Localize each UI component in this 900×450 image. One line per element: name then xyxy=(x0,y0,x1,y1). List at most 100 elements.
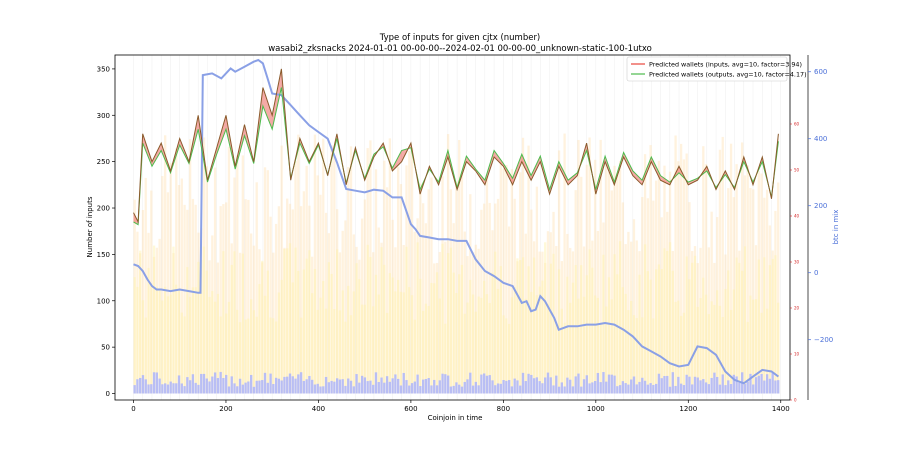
bar-blue xyxy=(768,378,772,394)
bar-orange xyxy=(169,162,172,394)
bar-yellow xyxy=(727,270,730,394)
bar-blue xyxy=(283,376,286,394)
bar-orange xyxy=(488,202,491,394)
bar-orange xyxy=(394,247,397,394)
bar-blue xyxy=(494,385,497,394)
bar-yellow xyxy=(186,267,189,394)
bar-orange xyxy=(693,246,697,394)
bar-yellow xyxy=(413,319,416,394)
bar-yellow xyxy=(505,318,508,394)
bar-yellow xyxy=(424,303,428,394)
bar-yellow xyxy=(649,279,652,394)
bar-yellow xyxy=(696,306,699,394)
bar-blue xyxy=(277,378,281,394)
bar-blue xyxy=(743,384,747,394)
bar-yellow xyxy=(177,290,181,394)
bar-blue xyxy=(258,380,261,394)
bar-yellow xyxy=(322,281,325,394)
bar-yellow xyxy=(688,279,691,394)
bar-yellow xyxy=(139,250,142,394)
bar-orange xyxy=(718,149,722,394)
bar-blue xyxy=(358,382,361,394)
bar-yellow xyxy=(347,285,350,394)
bar-orange xyxy=(602,222,605,394)
bar-blue xyxy=(607,374,611,394)
bar-orange xyxy=(632,219,636,394)
bar-yellow xyxy=(585,275,588,394)
y3-tick-label: 50 xyxy=(794,168,800,173)
bar-orange xyxy=(624,244,627,394)
bar-orange xyxy=(621,202,625,394)
bar-yellow xyxy=(671,270,674,394)
bar-orange xyxy=(685,153,688,394)
bar-blue xyxy=(261,380,264,394)
bar-orange xyxy=(252,245,256,394)
bar-blue xyxy=(718,384,722,394)
bar-orange xyxy=(322,138,325,394)
bar-blue xyxy=(241,384,244,394)
bar-orange xyxy=(663,165,666,394)
bar-orange xyxy=(141,210,145,394)
bar-orange xyxy=(574,190,577,394)
bar-yellow xyxy=(754,299,758,394)
bar-yellow xyxy=(641,317,644,394)
series-lines xyxy=(133,58,779,385)
bar-blue xyxy=(446,375,450,394)
bar-blue xyxy=(660,378,663,394)
y3-tick-label: 60 xyxy=(794,122,800,127)
y3-tick-label: 30 xyxy=(794,260,800,265)
bar-blue xyxy=(166,384,170,394)
bar-blue xyxy=(574,376,577,394)
bar-yellow xyxy=(188,296,192,394)
bar-blue xyxy=(369,380,372,394)
bar-orange xyxy=(729,143,733,394)
bar-orange xyxy=(352,234,355,394)
bar-blue xyxy=(280,380,283,394)
bar-yellow xyxy=(369,256,372,394)
bar-yellow xyxy=(774,255,777,394)
bar-orange xyxy=(408,151,411,394)
bar-blue xyxy=(627,384,630,394)
bar-blue xyxy=(313,384,317,394)
bar-yellow xyxy=(274,321,278,394)
bar-orange xyxy=(774,210,777,394)
bar-orange xyxy=(294,161,297,394)
bar-blue xyxy=(274,377,278,394)
bar-orange xyxy=(269,216,272,394)
bar-orange xyxy=(144,177,147,394)
bar-blue xyxy=(532,378,536,394)
bar-yellow xyxy=(632,315,636,394)
bar-yellow xyxy=(638,274,641,394)
bar-yellow xyxy=(155,286,158,394)
bar-yellow xyxy=(341,290,344,394)
legend-box xyxy=(626,56,788,82)
bar-blue xyxy=(696,377,699,394)
bar-blue xyxy=(330,380,333,394)
bar-yellow xyxy=(147,267,150,394)
bar-blue xyxy=(213,372,217,394)
bar-yellow xyxy=(596,297,600,394)
bar-blue xyxy=(327,382,330,394)
bar-yellow xyxy=(513,286,516,394)
bar-yellow xyxy=(732,289,735,394)
bar-yellow xyxy=(183,316,186,394)
bar-blue xyxy=(502,380,505,394)
bar-blue xyxy=(147,384,150,394)
bar-orange xyxy=(241,155,244,394)
bar-blue xyxy=(549,377,552,394)
bar-yellow xyxy=(666,250,669,394)
bar-yellow xyxy=(150,283,153,394)
bar-orange xyxy=(194,204,197,394)
bar-yellow xyxy=(735,257,738,394)
bar-orange xyxy=(544,262,547,394)
bar-orange xyxy=(266,170,269,394)
bar-yellow xyxy=(194,287,197,394)
bar-blue xyxy=(255,380,258,394)
y3-tick-label: 20 xyxy=(794,306,800,311)
bar-yellow xyxy=(258,284,261,394)
bar-yellow xyxy=(685,256,688,394)
bar-blue xyxy=(527,373,530,394)
bar-orange xyxy=(613,165,616,394)
bar-blue xyxy=(757,375,760,394)
bar-yellow xyxy=(452,272,455,394)
